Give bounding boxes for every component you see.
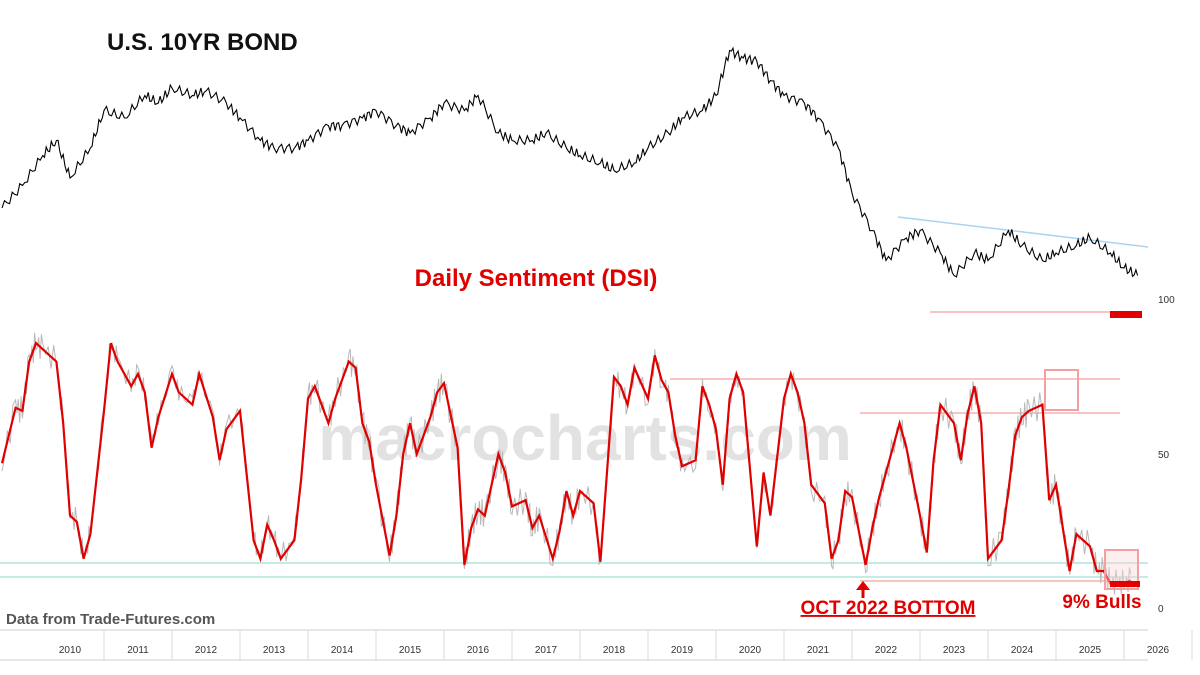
x-tick-label: 2013: [263, 645, 286, 656]
x-tick-label: 2018: [603, 645, 626, 656]
x-tick-label: 2014: [331, 645, 354, 656]
x-tick-label: 2017: [535, 645, 558, 656]
x-tick-label: 2023: [943, 645, 966, 656]
y-tick-label-0: 0: [1158, 604, 1164, 615]
x-tick-label: 2011: [127, 645, 149, 656]
highlight-box-2025: [1044, 369, 1079, 411]
bond-panel: U.S. 10YR BOND: [1, 29, 1149, 278]
oct-2022-bottom-label: OCT 2022 BOTTOM: [801, 598, 976, 619]
dsi-title: Daily Sentiment (DSI): [415, 265, 658, 292]
oct-2022-arrow: [856, 581, 870, 598]
watermark: macrocharts.com: [318, 402, 852, 474]
nine-percent-bulls-label: 9% Bulls: [1062, 592, 1141, 613]
x-tick-label: 2010: [59, 645, 82, 656]
bond-title: U.S. 10YR BOND: [107, 29, 298, 56]
x-tick-label: 2025: [1079, 645, 1102, 656]
y-tick-label-100: 100: [1158, 295, 1175, 306]
x-ticks: 2010 2011 2012 2013 2014 2015 2016 2017 2018 2019…: [59, 630, 1193, 660]
bond-trendline: [897, 216, 1149, 248]
guide-lines: [0, 311, 1148, 582]
source-label: Data from Trade-Futures.com: [6, 611, 215, 628]
x-tick-label: 2015: [399, 645, 422, 656]
x-tick-label: 2019: [671, 645, 694, 656]
x-tick-label: 2020: [739, 645, 762, 656]
x-tick-label: 2016: [467, 645, 490, 656]
x-tick-label: 2012: [195, 645, 218, 656]
dsi-panel: Daily Sentiment (DSI) 100 50 0 OCT 2022 …: [0, 265, 1175, 619]
bond-low-marker: [1110, 311, 1142, 318]
x-tick-label: 2021: [807, 645, 830, 656]
bond-price-line: [1, 46, 1139, 278]
x-tick-label: 2022: [875, 645, 898, 656]
x-tick-label: 2024: [1011, 645, 1034, 656]
x-axis: 2010 2011 2012 2013 2014 2015 2016 2017 2018 2019…: [0, 629, 1193, 661]
dsi-low-marker: [1110, 581, 1140, 587]
y-tick-label-50: 50: [1158, 450, 1170, 461]
x-tick-label: 2026: [1147, 645, 1170, 656]
dsi-smoothed-line: [0, 341, 1132, 585]
